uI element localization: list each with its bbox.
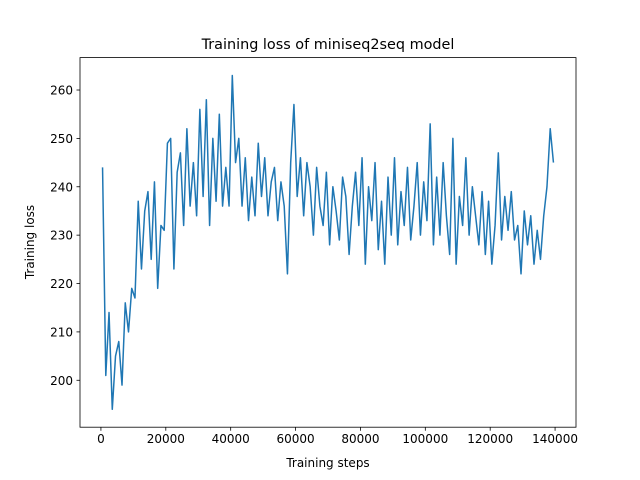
y-tick-label: 220 — [50, 277, 73, 291]
y-tick-label: 200 — [50, 374, 73, 388]
y-tick-label: 260 — [50, 84, 73, 98]
x-tick-label: 140000 — [532, 432, 578, 446]
y-tick-label: 240 — [50, 180, 73, 194]
x-tick-label: 0 — [97, 432, 105, 446]
plot-frame — [79, 57, 577, 428]
y-tick-label: 210 — [50, 325, 73, 339]
y-tick-label: 230 — [50, 229, 73, 243]
x-tick-label: 80000 — [341, 432, 379, 446]
x-tick-label: 100000 — [402, 432, 448, 446]
x-tick-label: 20000 — [147, 432, 185, 446]
y-axis-label: Training loss — [23, 205, 37, 280]
x-tick-label: 120000 — [467, 432, 513, 446]
x-tick-label: 60000 — [276, 432, 314, 446]
x-tick-label: 40000 — [212, 432, 250, 446]
x-axis-label: Training steps — [285, 456, 369, 470]
chart-title: Training loss of miniseq2seq model — [201, 37, 455, 53]
y-tick-label: 250 — [50, 132, 73, 146]
line — [101, 74, 555, 411]
